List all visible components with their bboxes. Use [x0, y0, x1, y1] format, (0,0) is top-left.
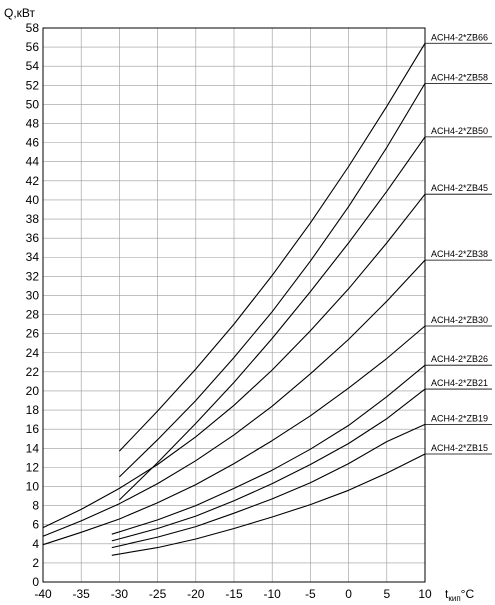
y-tick-label: 26 — [26, 327, 40, 341]
y-tick-label: 22 — [26, 365, 40, 379]
x-tick-label: -5 — [305, 587, 316, 601]
y-tick-label: 4 — [32, 537, 39, 551]
y-tick-label: 54 — [26, 59, 40, 73]
y-tick-label: 38 — [26, 212, 40, 226]
y-tick-label: 36 — [26, 231, 40, 245]
y-tick-label: 28 — [26, 308, 40, 322]
x-axis-title-main: t — [445, 587, 449, 601]
y-tick-label: 10 — [26, 479, 40, 493]
series-label: ACH4-2*ZB50 — [431, 126, 488, 136]
series-label: ACH4-2*ZB66 — [431, 32, 488, 42]
y-tick-label: 34 — [26, 250, 40, 264]
x-tick-label: 5 — [383, 587, 390, 601]
series-line — [42, 325, 426, 546]
series-line — [42, 259, 426, 537]
series-label: ACH4-2*ZB19 — [431, 413, 488, 423]
x-tick-label: -25 — [149, 587, 167, 601]
series-label: ACH4-2*ZB38 — [431, 249, 488, 259]
y-tick-label: 18 — [26, 403, 40, 417]
series-label: ACH4-2*ZB30 — [431, 315, 488, 325]
x-axis-title-unit: °C — [461, 587, 475, 601]
x-tick-label: 10 — [418, 587, 432, 601]
x-tick-label: -15 — [225, 587, 243, 601]
y-tick-label: 48 — [26, 117, 40, 131]
series-line — [119, 43, 426, 452]
y-tick-label: 46 — [26, 136, 40, 150]
x-tick-label: -35 — [73, 587, 91, 601]
x-tick-label: -30 — [111, 587, 129, 601]
series-label: ACH4-2*ZB58 — [431, 72, 488, 82]
series-label: ACH4-2*ZB45 — [431, 183, 488, 193]
y-tick-label: 20 — [26, 384, 40, 398]
x-axis: -40 -35 -30 -25 -20 -15 -10 -5 0 5 10 — [34, 587, 432, 601]
x-tick-label: -20 — [187, 587, 205, 601]
x-axis-title: tкип°C — [445, 587, 474, 603]
y-axis-title: Q,кВт — [4, 6, 36, 20]
x-axis-title-subscript: кип — [448, 594, 460, 603]
y-tick-label: 30 — [26, 288, 40, 302]
y-tick-label: 0 — [32, 575, 39, 589]
series-line — [111, 423, 426, 549]
series-lines — [42, 43, 426, 556]
series-line — [111, 364, 426, 535]
series-labels: ACH4-2*ZB66 ACH4-2*ZB58 ACH4-2*ZB50 ACH4-2*… — [425, 32, 492, 455]
y-tick-label: 8 — [32, 499, 39, 513]
series-line — [119, 83, 426, 478]
series-line — [111, 388, 426, 542]
x-tick-label: -40 — [34, 587, 52, 601]
y-tick-label: 44 — [26, 155, 40, 169]
series-line — [42, 193, 426, 529]
y-tick-label: 58 — [26, 21, 40, 35]
y-tick-label: 42 — [26, 174, 40, 188]
y-tick-label: 24 — [26, 346, 40, 360]
x-tick-label: -10 — [264, 587, 282, 601]
y-tick-label: 50 — [26, 97, 40, 111]
y-tick-label: 6 — [32, 518, 39, 532]
series-label: ACH4-2*ZB26 — [431, 354, 488, 364]
x-tick-label: 0 — [345, 587, 352, 601]
y-tick-label: 12 — [26, 460, 40, 474]
series-label: ACH4-2*ZB15 — [431, 443, 488, 453]
y-tick-label: 16 — [26, 422, 40, 436]
series-line — [111, 453, 426, 556]
y-tick-label: 14 — [26, 441, 40, 455]
series-line — [119, 136, 426, 501]
y-tick-label: 32 — [26, 269, 40, 283]
y-tick-label: 56 — [26, 40, 40, 54]
plot-frame — [42, 27, 426, 583]
series-label: ACH4-2*ZB21 — [431, 378, 488, 388]
y-tick-label: 40 — [26, 193, 40, 207]
y-tick-label: 2 — [32, 556, 39, 570]
y-axis: 0246810121416182022242628303234363840424… — [26, 21, 40, 589]
y-tick-label: 52 — [26, 78, 40, 92]
